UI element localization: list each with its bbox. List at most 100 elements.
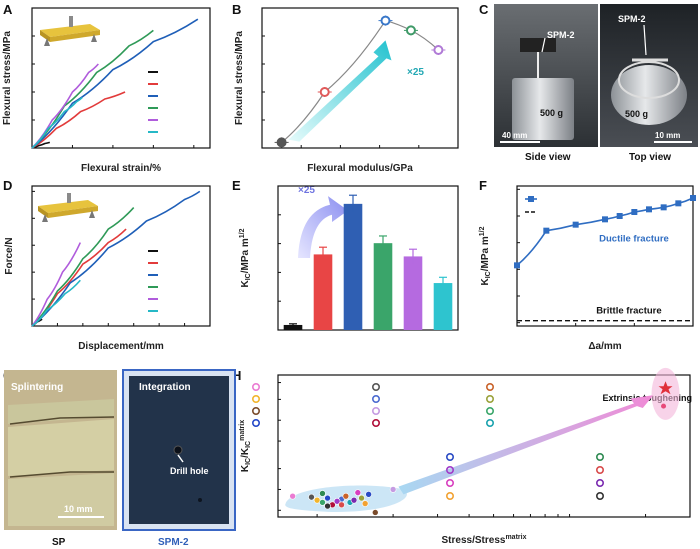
- bar: [403, 256, 423, 330]
- series-line-spm-2-c: [31, 279, 81, 327]
- series-line-spm-2: [31, 190, 201, 327]
- legend-marker: [445, 465, 454, 474]
- chart-d-ylabel: Force/N: [4, 237, 15, 274]
- data-point: [319, 87, 330, 97]
- data-point: [358, 494, 365, 502]
- series-line-spm-6: [31, 242, 82, 327]
- photo-c-sample-right: SPM-2: [618, 14, 646, 24]
- photo-c-pointer-left: [541, 37, 546, 53]
- legend-marker: [595, 491, 604, 500]
- data-point: [646, 206, 652, 213]
- chart-h-frame: [277, 374, 691, 518]
- legend-marker: [485, 394, 494, 403]
- photo-g: Splintering Integration Drill hole 10 mm…: [4, 369, 236, 548]
- series-line-spm-1: [31, 228, 127, 327]
- legend-marker: [485, 406, 494, 415]
- spm-region: [651, 367, 680, 420]
- panel-label-d: D: [3, 178, 12, 193]
- photo-c-scale-left: 40 mm: [502, 131, 527, 140]
- weight-shape-right: [611, 65, 687, 125]
- chart-e-ylabel: KIC/MPa m1/2: [239, 228, 252, 287]
- legend-marker: [485, 418, 494, 427]
- data-point: [433, 45, 444, 55]
- chart-f-frame: [516, 185, 694, 327]
- photo-c-sample-left: SPM-2: [547, 30, 575, 40]
- legend-marker: [595, 452, 604, 461]
- data-point: [319, 490, 326, 497]
- chart-a-xlabel: Flexural strain/%: [81, 163, 161, 174]
- chart-a-frame: [31, 7, 211, 149]
- series-line-spm-2-c: [31, 97, 83, 149]
- photo-g-right-title: Integration: [139, 382, 191, 393]
- data-point: [514, 262, 520, 269]
- photo-c-weight-left: 500 g: [540, 108, 563, 118]
- data-point: [631, 209, 638, 215]
- series-line-spm-4: [31, 207, 135, 327]
- data-point: [660, 204, 667, 211]
- data-point: [308, 493, 315, 501]
- series-line-sp: [31, 141, 51, 149]
- data-point: [333, 497, 341, 505]
- chart-b-frame: [261, 7, 459, 149]
- data-point-spm: [658, 381, 673, 395]
- photo-g-scale: 10 mm: [64, 504, 93, 514]
- chart-h: Stress/Stressmatrix KIC/KICmatrix Extrin…: [239, 367, 692, 546]
- chart-f: Δa/mm KIC/MPa m1/2 Ductile fracture Brit…: [479, 185, 696, 352]
- legend-marker: [595, 465, 604, 474]
- chart-d-xlabel: Displacement/mm: [78, 341, 164, 352]
- chart-f-ylabel: KIC/MPa m1/2: [479, 226, 492, 285]
- beam-sketch-d: [38, 193, 98, 222]
- data-point: [324, 502, 331, 510]
- series-line-spm-1: [31, 91, 126, 149]
- panel-label-f: F: [479, 178, 487, 193]
- bar: [433, 283, 453, 330]
- data-point: [380, 15, 391, 26]
- legend-marker: [445, 478, 454, 487]
- chart-d-frame: [31, 185, 211, 327]
- photo-c-scale-right: 10 mm: [655, 131, 680, 140]
- data-point: [602, 216, 608, 223]
- chart-f-ductile-label: Ductile fracture: [599, 233, 669, 244]
- beam-sketch-a: [40, 16, 100, 46]
- trend-arrow: [288, 40, 392, 142]
- data-point: [371, 509, 379, 516]
- chart-b-xlabel: Flexural modulus/GPa: [307, 163, 413, 174]
- chart-b: Flexural modulus/GPa Flexural stress/MPa…: [234, 7, 459, 174]
- chart-a: Flexural strain/% Flexural stress/MPa: [2, 7, 211, 174]
- series-line-spm-2: [31, 18, 199, 149]
- legend-marker: [252, 418, 261, 427]
- weight-shape-left: [512, 78, 574, 140]
- data-point: [276, 137, 287, 148]
- chart-f-brittle-label: Brittle fracture: [596, 305, 661, 316]
- photo-g-caption-right: SPM-2: [158, 537, 189, 548]
- trend-arrow: [398, 395, 654, 495]
- data-point: [338, 501, 345, 509]
- data-point-spm-alt: [661, 403, 667, 409]
- photo-g-hole-pointer: [177, 454, 184, 463]
- legend-marker: [371, 394, 380, 403]
- panel-label-e: E: [232, 178, 241, 193]
- photo-g-left-title: Splintering: [11, 382, 63, 393]
- data-point: [690, 195, 696, 201]
- chart-h-ylabel: KIC/KICmatrix: [239, 420, 252, 472]
- panel-label-b: B: [232, 2, 241, 17]
- data-point: [675, 200, 682, 207]
- drill-hole-shape: [173, 445, 183, 455]
- series-line-spm-2: [516, 197, 694, 266]
- chart-b-ylabel: Flexural stress/MPa: [234, 31, 245, 125]
- bar: [313, 254, 333, 330]
- photo-c: SPM-2 SPM-2 500 g 500 g 40 mm 10 mm Side…: [494, 4, 698, 163]
- chart-h-xlabel: Stress/Stressmatrix: [442, 534, 527, 546]
- data-point: [389, 486, 397, 493]
- data-point: [361, 500, 369, 507]
- data-point: [350, 496, 358, 504]
- chart-a-ylabel: Flexural stress/MPa: [2, 31, 13, 125]
- chart-e: KIC/MPa m1/2 ×25: [239, 185, 459, 331]
- series-line-spm-4: [31, 29, 154, 149]
- data-point: [342, 492, 350, 500]
- chart-b-ratio-annotation: ×25: [407, 67, 424, 78]
- legend-marker: [371, 382, 380, 391]
- legend-marker: [252, 382, 261, 391]
- legend-marker: [371, 406, 380, 415]
- photo-c-weight-right: 500 g: [625, 109, 648, 119]
